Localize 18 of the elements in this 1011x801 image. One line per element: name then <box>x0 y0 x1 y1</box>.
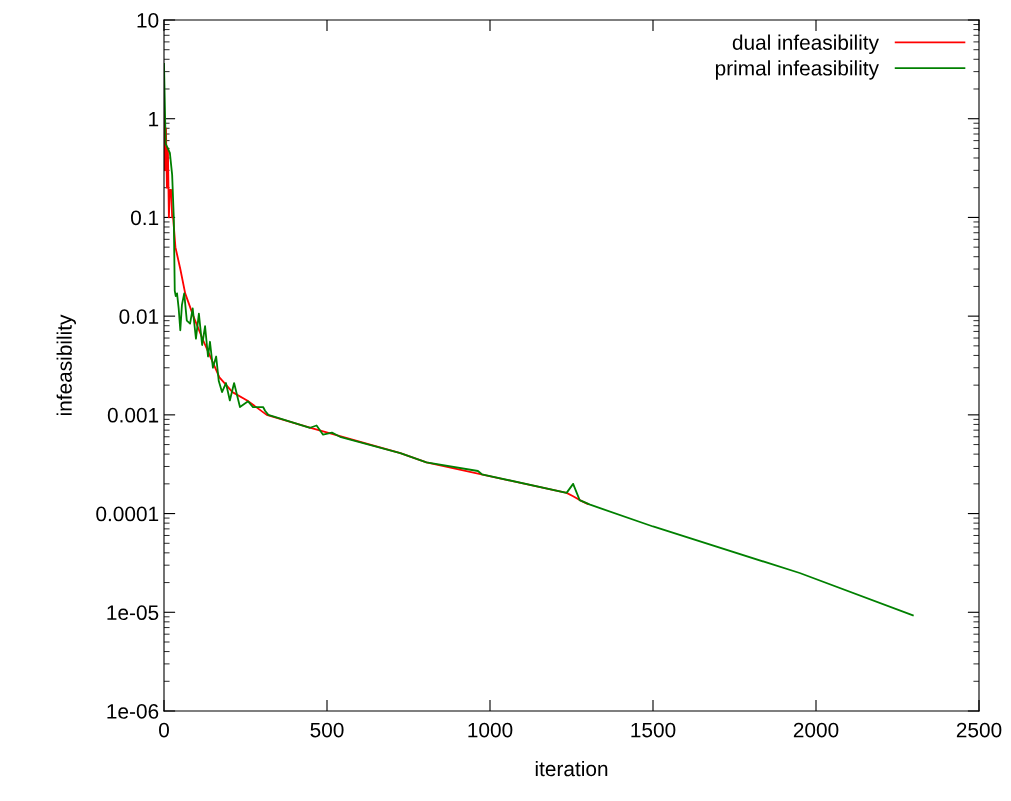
x-tick-label: 2000 <box>793 722 839 738</box>
y-tick-label: 0.0001 <box>96 506 159 522</box>
x-axis-title: iteration <box>535 760 608 777</box>
y-tick-label: 1e-05 <box>107 605 159 621</box>
y-tick-label: 10 <box>137 13 159 28</box>
x-tick-label: 1500 <box>631 722 676 738</box>
x-tick-label: 1000 <box>468 722 513 738</box>
y-tick-label: 0.001 <box>107 407 159 423</box>
y-axis-title: infeasibility <box>56 314 76 416</box>
legend-label: dual infeasibility <box>732 34 879 54</box>
x-tick-label: 0 <box>159 722 169 738</box>
y-tick-label: 0.01 <box>119 309 159 324</box>
legend-label: primal infeasibility <box>715 60 879 80</box>
x-tick-label: 2500 <box>956 722 1002 738</box>
y-tick-label: 1 <box>149 111 159 127</box>
y-tick-label: 1e-06 <box>107 704 159 719</box>
x-tick-label: 500 <box>310 722 344 738</box>
y-tick-label: 0.1 <box>130 210 159 226</box>
